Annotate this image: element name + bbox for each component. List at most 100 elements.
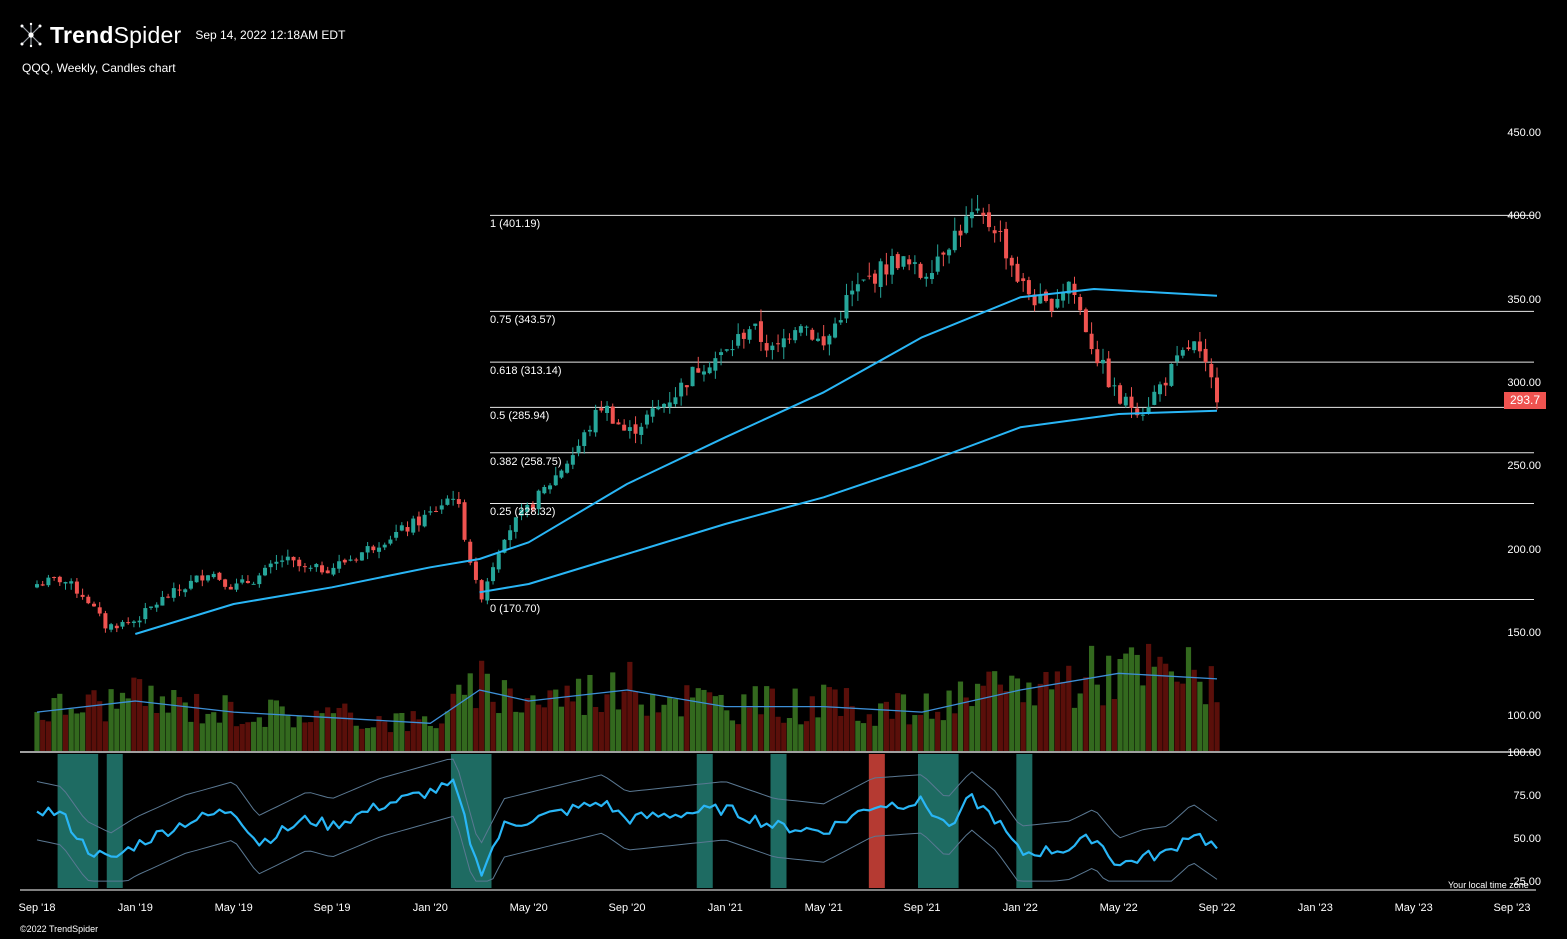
volume-bar [923, 693, 929, 751]
volume-bar [1060, 681, 1066, 751]
candle-down [405, 527, 410, 532]
volume-bar [969, 706, 975, 751]
fib-level-label: 0.75 (343.57) [490, 314, 556, 327]
candle-down [1186, 347, 1191, 350]
candle-down [1043, 291, 1048, 302]
candle-down [291, 556, 296, 561]
volume-bar [695, 688, 701, 751]
oscillator-highlight-band [868, 754, 885, 888]
volume-bar [855, 720, 861, 751]
price-axis-label: 300.00 [1507, 377, 1541, 389]
candle-up [451, 498, 456, 500]
oscillator-axis-label: 75.00 [1513, 789, 1541, 802]
volume-bar [1071, 707, 1078, 751]
candle-down [245, 580, 250, 584]
volume-bar [382, 721, 388, 751]
candle-down [1026, 280, 1031, 295]
candle-up [890, 256, 895, 275]
candle-up [120, 621, 125, 627]
volume-bar [1049, 689, 1055, 751]
price-axis-label: 450.00 [1507, 127, 1541, 139]
volume-bar [1066, 665, 1072, 751]
candle-up [855, 284, 860, 292]
volume-bar [245, 722, 251, 751]
candle-up [850, 290, 855, 295]
volume-bar [1123, 653, 1129, 751]
fib-level-label: 0.618 (313.14) [490, 365, 562, 378]
candle-up [815, 338, 820, 341]
candle-up [35, 584, 39, 588]
price-axis-label: 100.00 [1507, 710, 1541, 723]
candle-down [223, 579, 228, 587]
volume-bar [279, 706, 285, 751]
candle-down [1215, 377, 1219, 403]
candle-up [240, 579, 245, 583]
volume-bar [473, 708, 479, 751]
volume-bar [610, 672, 616, 751]
volume-bar [194, 693, 200, 751]
volume-bar [102, 721, 109, 751]
volume-bar [1128, 647, 1135, 751]
volume-bar [957, 681, 964, 751]
volume-bar [1037, 683, 1043, 751]
candle-down [684, 385, 689, 388]
oscillator-highlight-band [918, 754, 959, 888]
volume-bar [678, 716, 684, 751]
candle-up [679, 382, 684, 397]
volume-bar [68, 708, 74, 751]
candle-up [1061, 291, 1066, 301]
time-axis-label: May '19 [214, 902, 253, 914]
candle-down [821, 336, 826, 346]
candle-up [570, 455, 575, 465]
candle-up [576, 445, 581, 453]
price-axis-label: 200.00 [1507, 543, 1541, 556]
volume-bar [62, 714, 69, 751]
volume-bar [575, 678, 582, 751]
volume-bar [792, 688, 798, 751]
volume-bar [347, 712, 354, 751]
candle-up [605, 405, 610, 413]
volume-bar [963, 697, 969, 751]
volume-bar [564, 685, 570, 751]
candle-up [719, 352, 724, 356]
time-axis-label: Sep '19 [313, 902, 351, 914]
candle-up [337, 561, 342, 569]
volume-bar [627, 661, 633, 751]
candle-up [1175, 355, 1180, 362]
candle-up [565, 463, 570, 473]
candle-down [1004, 228, 1009, 259]
volume-bar [621, 691, 627, 751]
volume-bar [479, 660, 485, 751]
volume-bar [1077, 693, 1083, 751]
moving-average-short [135, 288, 1218, 635]
volume-bar [273, 700, 280, 751]
candle-down [80, 594, 85, 597]
volume-bar [467, 673, 473, 751]
candle-up [308, 567, 313, 569]
candle-up [969, 212, 974, 219]
time-axis-label: Sep '18 [18, 902, 56, 914]
candle-up [348, 559, 353, 561]
candle-up [1100, 359, 1105, 364]
volume-bar [1094, 684, 1100, 751]
candle-down [787, 338, 792, 340]
price-axis-label: 400.00 [1507, 210, 1541, 223]
candle-up [593, 409, 598, 433]
candle-up [878, 261, 883, 287]
candle-up [833, 323, 838, 338]
candle-up [781, 338, 786, 348]
candle-down [228, 586, 233, 590]
volume-bar [752, 686, 758, 751]
volume-bar [849, 706, 855, 751]
candle-up [1066, 281, 1071, 294]
candle-up [1055, 298, 1060, 308]
volume-bar [176, 697, 183, 751]
candle-up [770, 345, 775, 351]
candle-up [285, 556, 290, 561]
volume-bar [1168, 671, 1174, 751]
volume-bar [764, 686, 770, 751]
volume-bar [256, 717, 262, 751]
candle-up [234, 583, 239, 590]
price-axis-label: 250.00 [1507, 460, 1541, 473]
volume-bar [587, 674, 593, 751]
